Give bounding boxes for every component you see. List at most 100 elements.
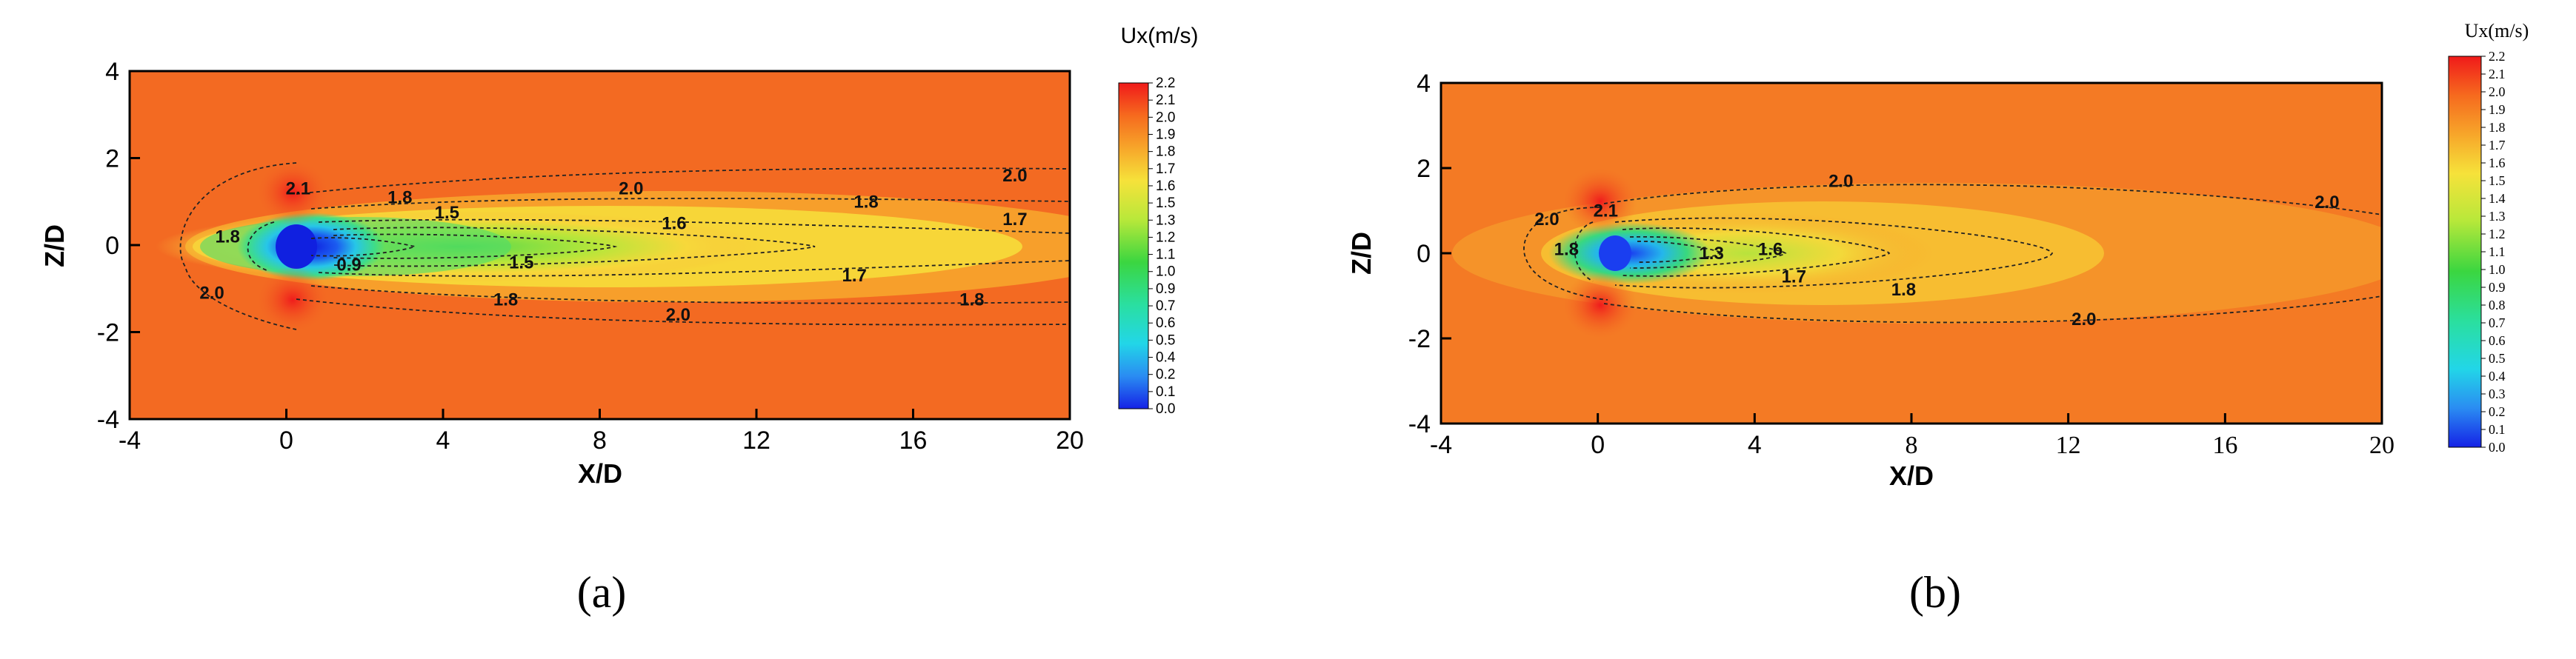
contour-label: 2.0	[2314, 193, 2339, 213]
colorbar-label: 1.6	[1156, 178, 1175, 194]
contour-label: 1.8	[493, 290, 518, 310]
x-tick-label: 4	[1748, 431, 1762, 459]
colorbar-label: 1.7	[1156, 161, 1175, 177]
colorbar-title: Ux(m/s)	[2465, 20, 2529, 41]
y-axis: 4 2 0 -2 -4	[97, 58, 140, 434]
colorbar-label: 1.3	[1156, 213, 1175, 228]
colorbar-label: 2.1	[1156, 93, 1175, 108]
y-tick-label: 2	[1417, 155, 1431, 183]
contour-label: 2.0	[619, 179, 643, 199]
colorbar-label: 0.7	[1156, 298, 1175, 314]
colorbar-label: 0.5	[2489, 351, 2506, 366]
colorbar-label: 1.5	[1156, 195, 1175, 211]
x-tick-label: 20	[1056, 426, 1084, 455]
colorbar-label: 1.4	[2489, 191, 2506, 206]
panel-caption: (a)	[577, 568, 627, 617]
contour-label: 0.9	[336, 255, 361, 275]
contour-label: 2.0	[1002, 166, 1027, 186]
y-tick-label: 2	[105, 145, 119, 173]
contour-label: 1.6	[662, 214, 686, 234]
colorbar-label: 1.1	[1156, 247, 1175, 263]
colorbar-label: 0.2	[1156, 367, 1175, 383]
colorbar-label: 0.0	[2489, 440, 2506, 455]
colorbar-label: 0.8	[2489, 298, 2506, 312]
colorbar-label: 1.0	[1156, 264, 1175, 280]
contour-label: 2.0	[1534, 210, 1559, 230]
colorbar-label: 1.6	[2489, 155, 2506, 170]
contour-label: 1.8	[853, 192, 878, 212]
colorbar-label: 1.9	[2489, 102, 2506, 117]
x-axis: -4 0 4 8 12 16 20	[119, 409, 1084, 455]
colorbar-label: 1.2	[2489, 227, 2506, 241]
y-tick-label: 4	[105, 58, 119, 86]
panel-b-chart: 2.0 2.0 2.0 2.1 1.8 1.3 1.6 1.7 1.8 2.0 -4 0 4 8 12 16…	[1346, 20, 2529, 617]
x-tick-label: 8	[593, 426, 607, 455]
x-axis: -4 0 4 8 12 16 20	[1430, 413, 2394, 459]
colorbar-label: 0.4	[2489, 369, 2506, 384]
colorbar-label: 0.1	[2489, 422, 2506, 437]
colorbar-labels: 2.2 2.1 2.0 1.9 1.8 1.7 1.6 1.5 1.4 1.3 1.2 1.1 1.0 0…	[2481, 49, 2506, 455]
colorbar-label: 0.1	[1156, 384, 1175, 400]
y-tick-label: -2	[97, 319, 119, 347]
x-tick-label: 16	[899, 426, 928, 455]
colorbar-labels: 2.22.12.01.91.81.71.61.51.31.21.11.00.90…	[1148, 76, 1176, 417]
x-axis-title: X/D	[578, 458, 622, 489]
colorbar-label: 2.0	[2489, 84, 2506, 99]
panel-a-chart: 2.1 1.8 1.5 2.0 2.0 1.8 1.6 1.8 1.7 0.9 1.5 2.0 1.8 2…	[39, 24, 1199, 617]
contour-label: 2.1	[1594, 201, 1618, 221]
contour-labels: 2.1 1.8 1.5 2.0 2.0 1.8 1.6 1.8 1.7 0.9 1.5 2.0 1.8 2…	[199, 166, 1027, 325]
colorbar	[1118, 82, 1149, 409]
contour-label: 1.7	[1002, 210, 1027, 230]
y-tick-label: 0	[1417, 240, 1431, 268]
contour-label: 2.0	[666, 305, 690, 325]
panel-caption: (b)	[1909, 568, 1961, 617]
panel-b: 2.0 2.0 2.0 2.1 1.8 1.3 1.6 1.7 1.8 2.0 -4 0 4 8 12 16…	[1304, 0, 2576, 659]
colorbar-label: 2.1	[2489, 67, 2506, 81]
colorbar-label: 0.3	[2489, 387, 2506, 401]
colorbar-label: 1.9	[1156, 127, 1175, 142]
colorbar-label: 0.9	[1156, 281, 1175, 297]
colorbar-label: 1.8	[2489, 120, 2506, 135]
contour-label: 1.8	[387, 187, 412, 207]
contour-label: 1.7	[1782, 267, 1806, 287]
colorbar-label: 2.2	[2489, 49, 2506, 64]
colorbar-label: 0.4	[1156, 350, 1176, 366]
contour-label: 1.3	[1699, 244, 1723, 264]
contour-lines	[1523, 184, 2382, 324]
contour-label: 1.5	[509, 253, 533, 273]
y-tick-label: -4	[1408, 410, 1431, 438]
colorbar-label: 0.9	[2489, 280, 2506, 295]
contour-lines	[179, 162, 1070, 330]
x-tick-label: 12	[742, 426, 771, 455]
contour-label: 1.8	[1554, 239, 1579, 259]
x-tick-label: 0	[1591, 431, 1605, 459]
contour-label: 2.1	[286, 179, 310, 199]
colorbar-label: 0.7	[2489, 315, 2506, 330]
x-tick-label: -4	[119, 426, 141, 455]
colorbar-label: 2.0	[1156, 110, 1175, 125]
x-tick-label: -4	[1430, 431, 1452, 459]
field-shading	[156, 159, 1070, 333]
colorbar-label: 2.2	[1156, 76, 1175, 91]
colorbar-label: 0.6	[2489, 333, 2506, 348]
contour-label: 1.7	[842, 266, 867, 286]
colorbar	[2448, 56, 2482, 448]
colorbar-label: 0.0	[1156, 401, 1175, 417]
colorbar-label: 1.0	[2489, 262, 2506, 277]
x-tick-label: 16	[2212, 432, 2237, 459]
x-tick-label: 0	[279, 426, 293, 455]
colorbar-label: 1.2	[1156, 230, 1175, 245]
contour-label: 1.6	[1758, 239, 1783, 259]
x-axis-title: X/D	[1889, 461, 1934, 491]
contour-label: 1.8	[959, 290, 984, 310]
colorbar-label: 0.6	[1156, 315, 1175, 331]
colorbar-label: 1.5	[2489, 173, 2506, 188]
colorbar-title: Ux(m/s)	[1121, 24, 1199, 48]
colorbar-label: 1.3	[2489, 209, 2506, 224]
x-tick-label: 8	[1906, 432, 1918, 459]
colorbar-label: 1.1	[2489, 244, 2506, 259]
x-tick-label: 12	[2056, 432, 2081, 459]
contour-label: 2.0	[2071, 310, 2096, 330]
x-tick-label: 20	[2369, 432, 2394, 459]
y-tick-label: 0	[105, 232, 119, 260]
